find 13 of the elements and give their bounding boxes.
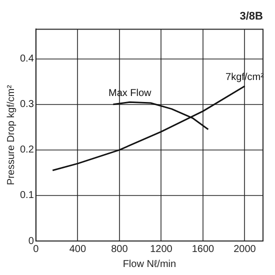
y-tick-label: 0.4 (20, 54, 34, 65)
y-tick-label: 0.2 (20, 144, 34, 156)
x-tick-label: 1600 (192, 244, 215, 255)
y-tick-label: 0.1 (20, 190, 34, 202)
y-axis-title: Pressure Drop kgf/cm² (6, 84, 17, 186)
chart-subtitle: 3/8B (240, 10, 264, 23)
y-tick-label: 0 (28, 236, 34, 247)
x-axis-title: Flow Nℓ/min (122, 258, 176, 270)
x-tick-label: 400 (69, 244, 86, 255)
x-tick-label: 800 (111, 244, 128, 255)
x-tick-label: 1200 (150, 244, 173, 255)
x-tick-label: 2000 (234, 244, 256, 255)
y-tick-label: 0.3 (20, 99, 34, 110)
